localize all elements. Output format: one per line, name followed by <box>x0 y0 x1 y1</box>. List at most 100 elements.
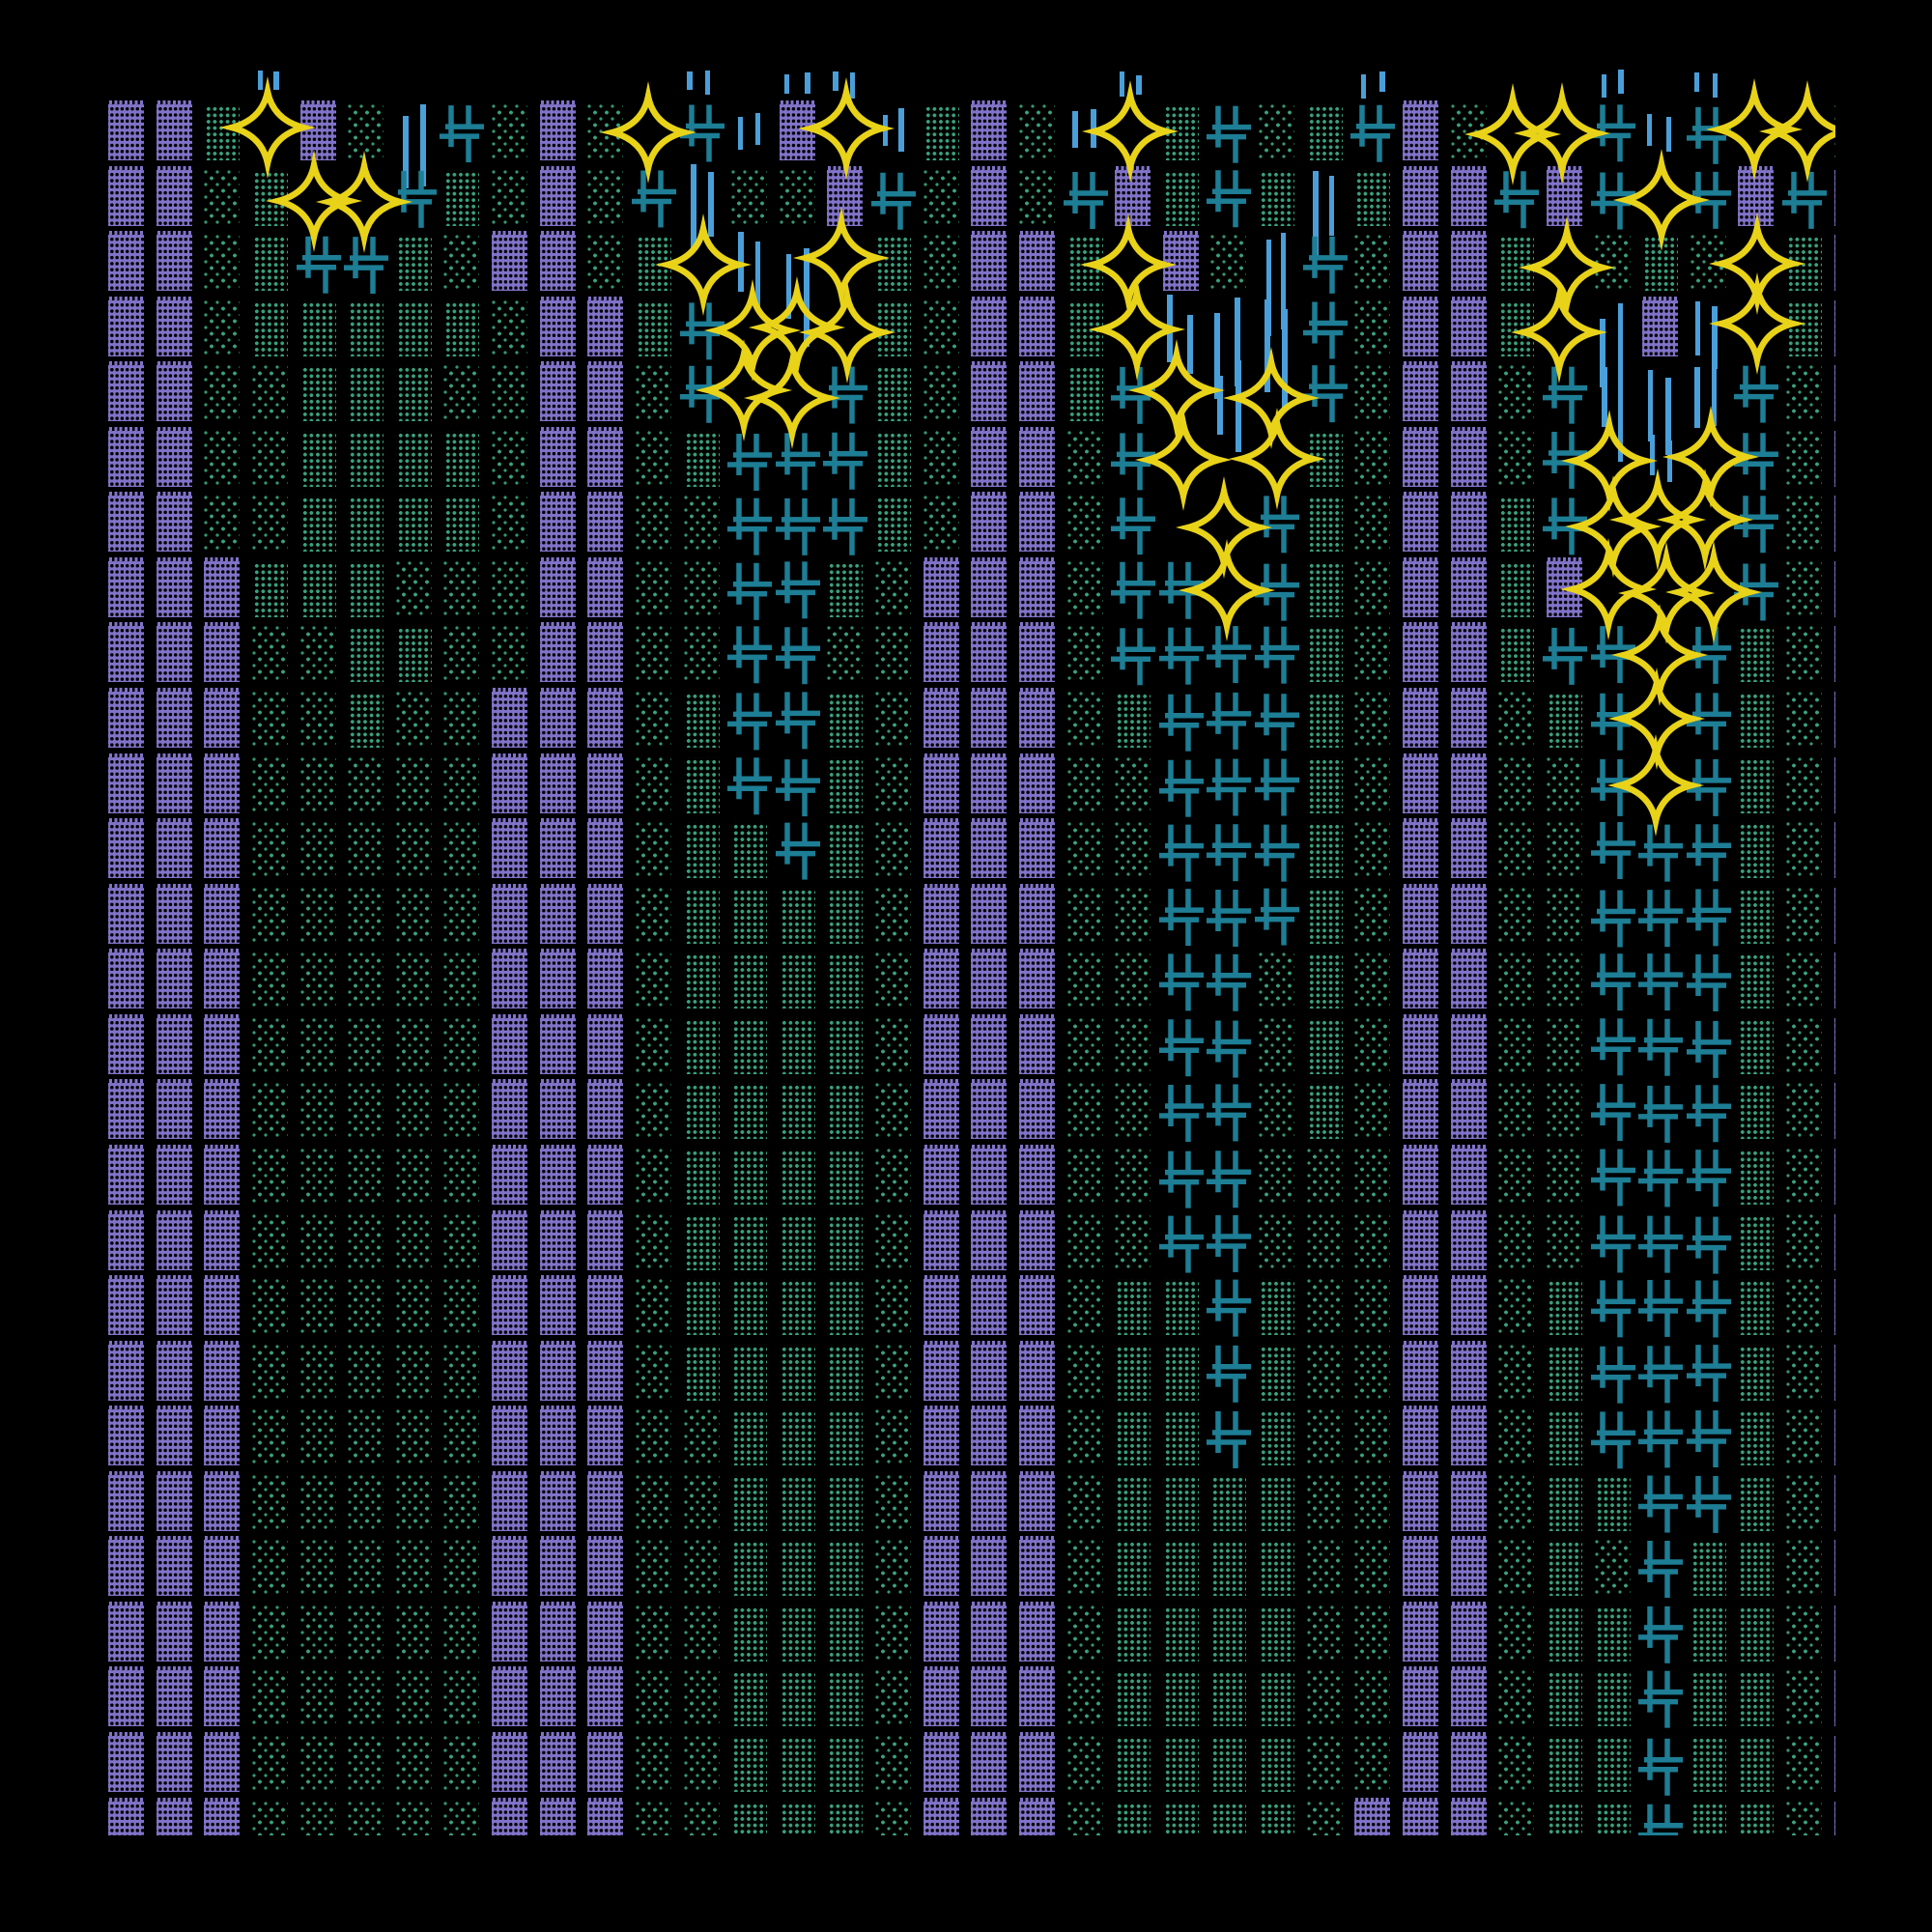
purple-dot-block <box>156 231 192 292</box>
blue-bar <box>1712 306 1718 370</box>
purple-dot-block <box>204 1340 241 1401</box>
purple-dot-block <box>587 361 624 422</box>
purple-dot-block <box>156 1209 192 1270</box>
green-dot-block-sparse <box>1259 1148 1295 1205</box>
green-dot-block-dense <box>779 1605 815 1662</box>
green-dot-block-sparse <box>1498 430 1535 487</box>
green-dot-block-dense <box>683 692 720 749</box>
purple-dot-block <box>1018 296 1055 356</box>
green-dot-block-sparse <box>1066 952 1103 1009</box>
green-dot-block-dense <box>731 1605 768 1662</box>
green-dot-block-dense <box>1738 1670 1775 1727</box>
green-dot-block-sparse <box>1786 887 1823 944</box>
green-dot-block-dense <box>1306 887 1343 944</box>
green-dot-block-sparse <box>492 626 528 683</box>
purple-dot-block <box>156 1732 192 1792</box>
green-dot-block-dense <box>731 887 768 944</box>
green-dot-block-dense <box>779 1017 815 1074</box>
purple-dot-block <box>587 949 624 1009</box>
purple-dot-block <box>539 1536 576 1597</box>
green-dot-block-sparse <box>1786 822 1823 879</box>
purple-dot-block <box>923 949 959 1009</box>
purple-dot-block <box>1833 753 1835 813</box>
green-dot-block-sparse <box>1498 1213 1535 1270</box>
green-dot-block-sparse <box>1786 1409 1823 1466</box>
purple-dot-block <box>539 1797 576 1835</box>
green-dot-block-sparse <box>395 692 432 749</box>
purple-dot-block <box>1018 1666 1055 1727</box>
green-dot-block-dense <box>827 1083 864 1140</box>
green-dot-block-dense <box>1546 1801 1582 1835</box>
purple-dot-block <box>539 688 576 749</box>
green-dot-block-sparse <box>1018 104 1055 160</box>
green-dot-block-dense <box>1546 1605 1582 1662</box>
green-dot-block-sparse <box>348 1540 384 1597</box>
green-dot-block-sparse <box>683 1736 720 1792</box>
green-dot-block-sparse <box>395 1801 432 1835</box>
green-dot-block-sparse <box>348 1017 384 1074</box>
purple-dot-block <box>108 361 144 422</box>
purple-dot-block <box>923 1470 959 1531</box>
green-dot-block-sparse <box>1354 1474 1391 1531</box>
green-dot-block-sparse <box>1498 1279 1535 1336</box>
purple-dot-block <box>539 1079 576 1140</box>
purple-dot-block <box>1403 1340 1438 1401</box>
green-dot-block-sparse <box>1498 1148 1535 1205</box>
green-dot-block-sparse <box>1115 1083 1151 1140</box>
green-dot-block-dense <box>1210 1605 1247 1662</box>
green-dot-block-sparse <box>1066 1148 1103 1205</box>
green-dot-block-sparse <box>923 299 959 356</box>
purple-dot-block <box>492 688 528 749</box>
purple-dot-block <box>1833 1144 1835 1205</box>
green-dot-block-dense <box>299 560 336 617</box>
purple-dot-block <box>1403 753 1438 813</box>
green-dot-block-dense <box>827 756 864 813</box>
green-dot-block-sparse <box>251 1148 288 1205</box>
purple-dot-block <box>1833 1470 1835 1531</box>
green-dot-block-dense <box>1594 1474 1631 1531</box>
green-dot-block-sparse <box>1066 822 1103 879</box>
green-dot-block-dense <box>1259 1801 1295 1835</box>
green-dot-block-sparse <box>251 1213 288 1270</box>
purple-dot-block <box>971 426 1008 487</box>
green-dot-block-sparse <box>875 1540 912 1597</box>
purple-dot-block <box>923 688 959 749</box>
green-dot-block-dense <box>779 1474 815 1531</box>
green-dot-block-sparse <box>251 1736 288 1792</box>
green-dot-block-dense <box>1115 692 1151 749</box>
purple-dot-block <box>204 1601 241 1662</box>
green-dot-block-dense <box>348 560 384 617</box>
top-margin-tick <box>1618 70 1624 94</box>
green-dot-block-dense <box>731 1670 768 1727</box>
green-dot-block-sparse <box>443 756 480 813</box>
green-dot-block-sparse <box>251 626 288 683</box>
green-dot-block-sparse <box>1306 1213 1343 1270</box>
purple-dot-block <box>539 818 576 879</box>
green-dot-block-sparse <box>1354 1279 1391 1336</box>
green-dot-block-dense <box>1738 1279 1775 1336</box>
green-dot-block-dense <box>1738 952 1775 1009</box>
purple-dot-block <box>587 1601 624 1662</box>
green-dot-block-dense <box>875 430 912 487</box>
purple-dot-block <box>587 1797 624 1835</box>
green-dot-block-sparse <box>1354 1344 1391 1401</box>
green-dot-block-sparse <box>1786 1474 1823 1531</box>
green-dot-block-sparse <box>1354 756 1391 813</box>
green-dot-block-sparse <box>1498 887 1535 944</box>
purple-dot-block <box>1403 361 1438 422</box>
green-dot-block-dense <box>683 952 720 1009</box>
purple-dot-block <box>539 1340 576 1401</box>
green-dot-block-dense <box>395 299 432 356</box>
green-dot-block-sparse <box>299 1017 336 1074</box>
purple-dot-block <box>587 753 624 813</box>
purple-dot-block <box>1018 1601 1055 1662</box>
green-dot-block-sparse <box>635 1409 671 1466</box>
green-dot-block-sparse <box>1498 1670 1535 1727</box>
purple-dot-block <box>1450 622 1487 683</box>
purple-dot-block <box>492 883 528 944</box>
green-dot-block-sparse <box>348 1409 384 1466</box>
green-dot-block-sparse <box>1115 756 1151 813</box>
green-dot-block-dense <box>1162 169 1199 226</box>
green-dot-block-sparse <box>1594 1540 1631 1597</box>
